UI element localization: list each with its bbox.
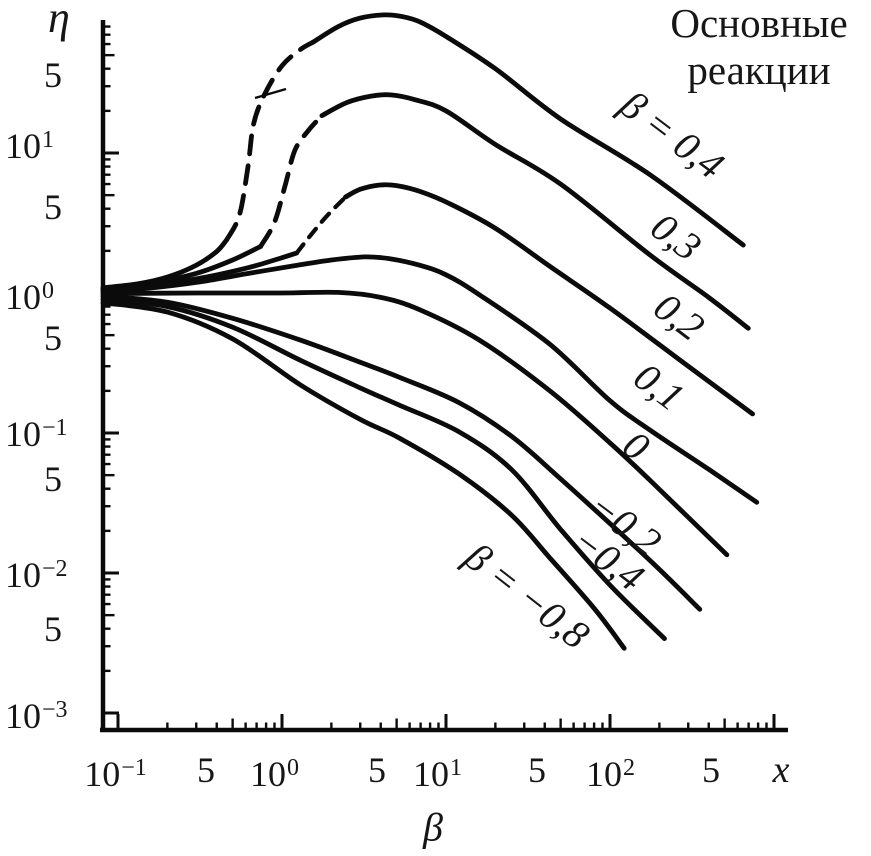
x-axis-end-letter: x xyxy=(772,749,790,791)
x-tick-label-2: 100 xyxy=(250,754,299,794)
x-tick-label-3: 5 xyxy=(368,750,386,790)
y-tick-label-9: 10−3 xyxy=(5,696,68,736)
y-tick-label-7: 10−2 xyxy=(5,555,68,595)
y-tick-label-1: 101 xyxy=(5,126,54,166)
small-cross-mark xyxy=(254,87,287,100)
y-tick-label-8: 5 xyxy=(44,609,62,649)
curve-beta-minus-0.2-seg0 xyxy=(100,293,703,612)
curve-beta-minus-0.4-seg0 xyxy=(100,297,667,641)
y-axis-title: η xyxy=(48,0,70,42)
y-tick-label-3: 100 xyxy=(5,277,54,317)
chart-title-line-1: Основные xyxy=(670,0,848,46)
x-tick-label-4: 101 xyxy=(413,754,462,794)
y-tick-label-0: 5 xyxy=(44,55,62,95)
y-tick-label-4: 5 xyxy=(44,318,62,358)
y-tick-label-2: 5 xyxy=(44,187,62,227)
chart-title: Основные реакции xyxy=(651,0,867,94)
chart-title-line-2: реакции xyxy=(687,47,831,93)
x-tick-label-0: 10−1 xyxy=(84,754,147,794)
x-tick-label-1: 5 xyxy=(197,750,215,790)
curve-beta-0.3-seg2 xyxy=(319,92,751,331)
curve-beta-0-seg0 xyxy=(100,289,730,558)
y-tick-label-5: 10−1 xyxy=(5,414,68,454)
curve-beta-0.4-seg1 xyxy=(224,39,316,243)
curve-beta-0.2-seg2 xyxy=(343,182,755,417)
curve-beta-minus-0.8-seg0 xyxy=(100,300,627,651)
y-tick-label-6: 5 xyxy=(44,459,62,499)
x-axis-title: β xyxy=(423,804,443,850)
curve-beta-0.1-seg0 xyxy=(100,254,760,505)
x-tick-label-6: 102 xyxy=(586,754,635,794)
curve-beta-0.4-seg2 xyxy=(310,12,746,248)
x-tick-label-5: 5 xyxy=(528,750,546,790)
x-tick-label-7: 5 xyxy=(702,750,720,790)
curve-beta-0.3-seg1 xyxy=(258,113,325,249)
curve-beta-0.2-seg1 xyxy=(294,194,348,256)
